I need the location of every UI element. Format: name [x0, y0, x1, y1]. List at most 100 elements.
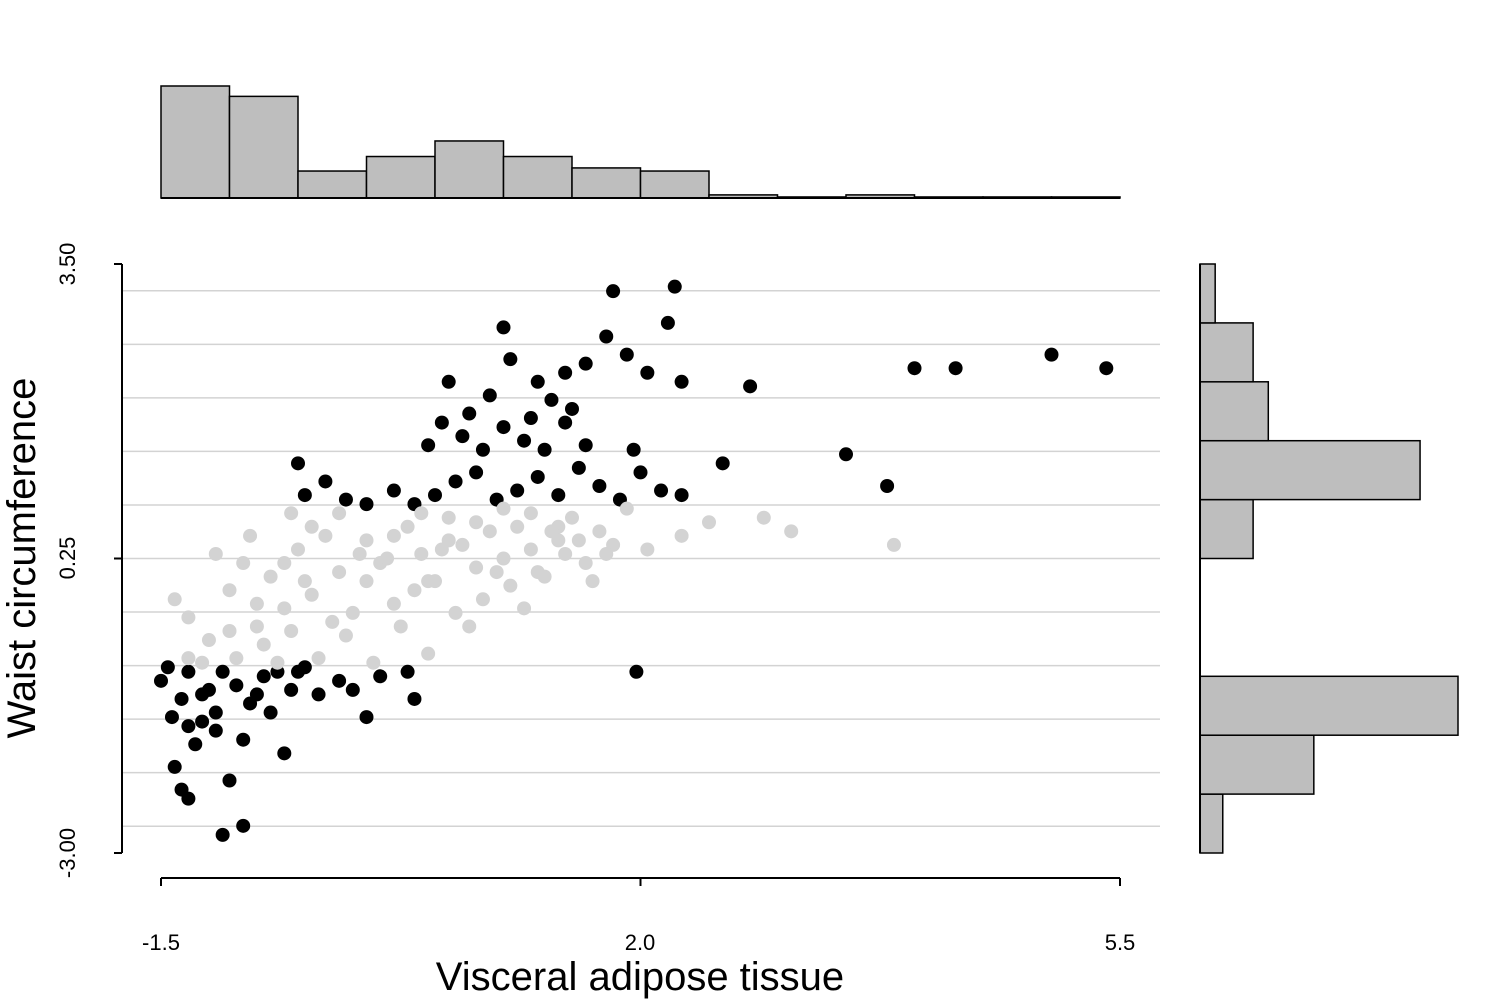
data-point: [291, 542, 305, 557]
y-hist-bar: [1199, 263, 1216, 324]
data-point: [482, 524, 497, 539]
y-tick-label-min: -3.00: [55, 828, 80, 878]
data-point: [517, 601, 532, 616]
data-point: [338, 492, 353, 507]
data-point: [386, 596, 401, 611]
data-point: [510, 519, 525, 534]
data-point: [400, 664, 415, 679]
data-point: [304, 587, 319, 602]
data-point: [201, 682, 216, 697]
y-hist-bar: [1199, 734, 1315, 795]
data-point: [297, 574, 312, 589]
data-point: [606, 284, 621, 299]
scatter-points: [154, 279, 1114, 842]
data-point: [195, 714, 210, 729]
data-point: [551, 488, 566, 503]
data-point: [517, 433, 532, 448]
data-point: [380, 551, 395, 566]
data-point: [565, 401, 579, 416]
data-point: [345, 682, 360, 697]
data-point: [578, 438, 593, 453]
data-point: [263, 705, 278, 720]
data-point: [386, 483, 401, 498]
data-point: [455, 429, 470, 444]
data-point: [558, 365, 573, 380]
data-point: [222, 623, 237, 638]
data-point: [585, 574, 600, 589]
data-point: [462, 406, 477, 421]
data-point: [496, 551, 511, 566]
data-point: [359, 533, 374, 548]
data-point: [236, 732, 251, 747]
data-point: [441, 510, 456, 525]
data-point: [629, 664, 644, 679]
data-point: [338, 628, 353, 643]
data-point: [469, 465, 484, 480]
data-point: [291, 456, 305, 471]
y-marginal-histogram: [1199, 263, 1459, 854]
x-hist-bar: [160, 85, 231, 199]
data-point: [181, 664, 196, 679]
data-point: [880, 479, 895, 494]
data-point: [421, 438, 436, 453]
data-point: [448, 474, 463, 489]
data-point: [195, 655, 210, 670]
data-point: [421, 646, 436, 661]
data-point: [181, 651, 196, 666]
data-point: [229, 678, 244, 693]
data-point: [530, 469, 545, 484]
x-hist-bar: [639, 170, 710, 199]
data-point: [496, 320, 511, 335]
data-point: [311, 687, 326, 702]
data-point: [640, 542, 655, 557]
data-point: [414, 506, 429, 521]
data-point: [229, 651, 244, 666]
data-point: [249, 619, 264, 634]
data-point: [544, 392, 559, 407]
data-point: [270, 655, 285, 670]
data-point: [201, 633, 216, 648]
y-hist-bar: [1199, 439, 1421, 501]
data-point: [660, 315, 675, 330]
x-hist-bar: [228, 95, 299, 199]
data-point: [702, 515, 716, 530]
x-hist-bar: [365, 155, 436, 199]
data-point: [393, 619, 408, 634]
data-point: [448, 605, 463, 620]
data-point: [626, 442, 641, 457]
grid-lines: [122, 290, 1160, 827]
data-point: [181, 791, 196, 806]
data-point: [215, 664, 230, 679]
data-point: [304, 519, 319, 534]
data-point: [414, 546, 429, 561]
data-point: [503, 352, 518, 367]
data-point: [249, 596, 264, 611]
x-tick-label-mid: 2.0: [625, 930, 656, 955]
y-hist-bar: [1199, 793, 1224, 854]
x-axis-label: Visceral adipose tissue: [436, 955, 844, 999]
data-point: [510, 483, 525, 498]
data-point: [907, 361, 922, 376]
data-point: [523, 506, 538, 521]
x-hist-bar: [502, 155, 573, 199]
data-point: [571, 533, 586, 548]
data-point: [571, 460, 586, 475]
data-point: [434, 542, 449, 557]
data-point: [277, 746, 292, 761]
data-point: [407, 691, 422, 706]
data-point: [284, 682, 299, 697]
data-point: [263, 569, 278, 584]
data-point: [784, 524, 799, 539]
data-point: [948, 361, 963, 376]
data-point: [496, 420, 511, 435]
data-point: [1099, 361, 1114, 376]
x-hist-bar: [297, 170, 368, 199]
data-point: [284, 623, 299, 638]
data-point: [599, 329, 614, 344]
data-point: [886, 537, 901, 552]
data-point: [277, 556, 292, 571]
data-point: [523, 542, 538, 557]
data-point: [482, 388, 497, 403]
data-point: [215, 827, 230, 842]
data-point: [667, 279, 682, 294]
